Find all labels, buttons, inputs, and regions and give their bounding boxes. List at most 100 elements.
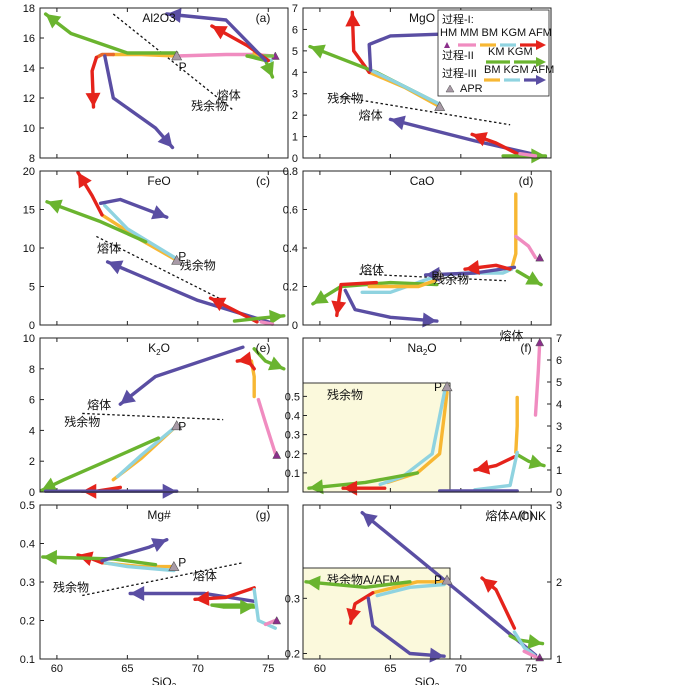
ytick-label: 4 — [292, 67, 298, 79]
series-d-6-arrowhead — [331, 300, 347, 316]
apr-marker — [168, 560, 180, 571]
legend-apr-marker — [445, 84, 455, 93]
ytick-label: 16 — [23, 33, 35, 45]
series-a-9-arrowhead — [260, 61, 274, 77]
legend-text: 过程-II — [442, 49, 474, 62]
series-b-2-arrowhead — [310, 44, 326, 59]
melt-residue-boundary — [359, 273, 506, 282]
xtick-label: 65 — [121, 663, 133, 675]
series-h-4-line — [522, 649, 539, 660]
ytick-label: 5 — [556, 377, 562, 389]
ytick-label: 3 — [556, 421, 562, 433]
xtick-label: 70 — [192, 663, 204, 675]
ytick-label: 1 — [556, 465, 562, 477]
ytick-label: 6 — [556, 355, 562, 367]
ytick-label: 0.1 — [20, 654, 35, 666]
series-e-5-line — [118, 345, 245, 406]
series-f-0-line — [514, 395, 519, 455]
inset-series-f-2-line — [307, 471, 419, 490]
annotation: 残余物 — [433, 272, 469, 287]
inset-series-h-0-line — [371, 580, 449, 595]
inset-ytick-label: 0.3 — [285, 593, 300, 605]
series-e-5-arrowhead — [120, 389, 136, 405]
panel-d-frame — [302, 170, 552, 326]
series-a-11-line — [165, 12, 268, 63]
series-e-1-line — [115, 424, 179, 479]
ytick-label: 0.5 — [20, 500, 35, 512]
ytick-label: 3 — [556, 500, 562, 512]
inset-ytick-label: 0.3 — [285, 430, 300, 442]
series-f-3-arrowhead — [528, 454, 544, 469]
series-a-5-line — [43, 12, 179, 55]
series-g-3-arrowhead — [42, 549, 58, 565]
series-c-3-arrowhead — [47, 199, 63, 214]
inset-ytick-label: 0.5 — [285, 391, 300, 403]
melt-residue-boundary — [112, 13, 234, 111]
legend-arrowhead — [536, 57, 546, 67]
series-b-7-arrowhead — [531, 148, 546, 164]
ytick-label: 2 — [29, 456, 35, 468]
legend-hm-marker — [444, 42, 450, 48]
xtick-label: 60 — [51, 663, 63, 675]
ytick-label: 0.3 — [20, 577, 35, 589]
series-c-8-line — [259, 320, 275, 326]
series-c-4-line — [98, 197, 169, 219]
apr-marker — [171, 254, 183, 265]
series-d-5-line — [367, 277, 442, 289]
panel-a-background — [40, 8, 288, 158]
ytick-label: 4 — [29, 425, 35, 437]
series-g-7-line — [210, 603, 256, 609]
panel-title: CaO — [410, 174, 435, 188]
series-h-0-arrowhead — [362, 512, 378, 528]
ytick-label: 5 — [29, 282, 35, 294]
panel-c-background — [40, 171, 288, 325]
series-a-11-arrowhead — [166, 7, 182, 23]
ytick-label: 2 — [292, 110, 298, 122]
legend: 过程-I:HM MM BM KGM AFM 过程-II KM KGM 过程-III BM… — [437, 9, 554, 97]
annotation: P — [178, 249, 186, 263]
panel-h: 60 65 70 75 1 2 3 0.2 0.3 残余物A/AFM P (h)熔体A/CNK SiO2 — [285, 500, 562, 685]
apr-marker — [171, 50, 183, 61]
series-e-9-line — [256, 397, 277, 456]
series-g-6-arrowhead — [195, 590, 210, 606]
series-g-9-line — [263, 618, 277, 627]
panel-title: Na2O — [407, 341, 436, 357]
legend-text: KM KGM — [488, 46, 533, 58]
ytick-label: 0 — [29, 320, 35, 332]
series-c-5-arrowhead — [107, 260, 124, 275]
ytick-label: 6 — [29, 395, 35, 407]
series-g-5-arrowhead — [130, 586, 145, 602]
panel-g: 60 65 70 75 0.1 0.2 0.3 0.4 0.5 残余物 熔体 P (g) Mg# SiO2 — [20, 500, 289, 685]
series-e-10-marker — [272, 450, 282, 459]
inset-label: 残余物 — [327, 387, 363, 402]
ytick-label: 0.2 — [20, 616, 35, 628]
annotation: P — [178, 556, 186, 570]
ytick-label: 15 — [23, 205, 35, 217]
ytick-label: 1 — [292, 132, 298, 144]
series-h-3-line — [512, 630, 536, 657]
annotation: 残余物 — [180, 258, 216, 273]
apr-marker — [434, 100, 446, 111]
series-c-3-line — [45, 200, 148, 244]
series-b-4-line — [367, 32, 456, 72]
legend-text: 过程-III — [442, 67, 477, 80]
series-f-1-line — [533, 340, 542, 417]
panel-title: MgO — [409, 11, 435, 25]
x-axis-label: SiO2 — [415, 675, 440, 685]
ytick-label: 2 — [556, 577, 562, 589]
annotation: 熔体 — [217, 88, 241, 103]
xtick-label: 65 — [384, 663, 396, 675]
series-a-2-line — [111, 52, 179, 58]
series-c-6-arrowhead — [210, 297, 227, 312]
panel-title: Mg# — [147, 508, 171, 522]
series-c-7-arrowhead — [269, 309, 284, 325]
inset-series-h-1-line — [375, 582, 446, 598]
series-a-3-line — [94, 52, 115, 60]
inset-series-h-2-line — [304, 580, 412, 589]
inset-series-h-3-arrowhead — [346, 607, 361, 624]
ytick-label: 0.4 — [283, 243, 298, 255]
